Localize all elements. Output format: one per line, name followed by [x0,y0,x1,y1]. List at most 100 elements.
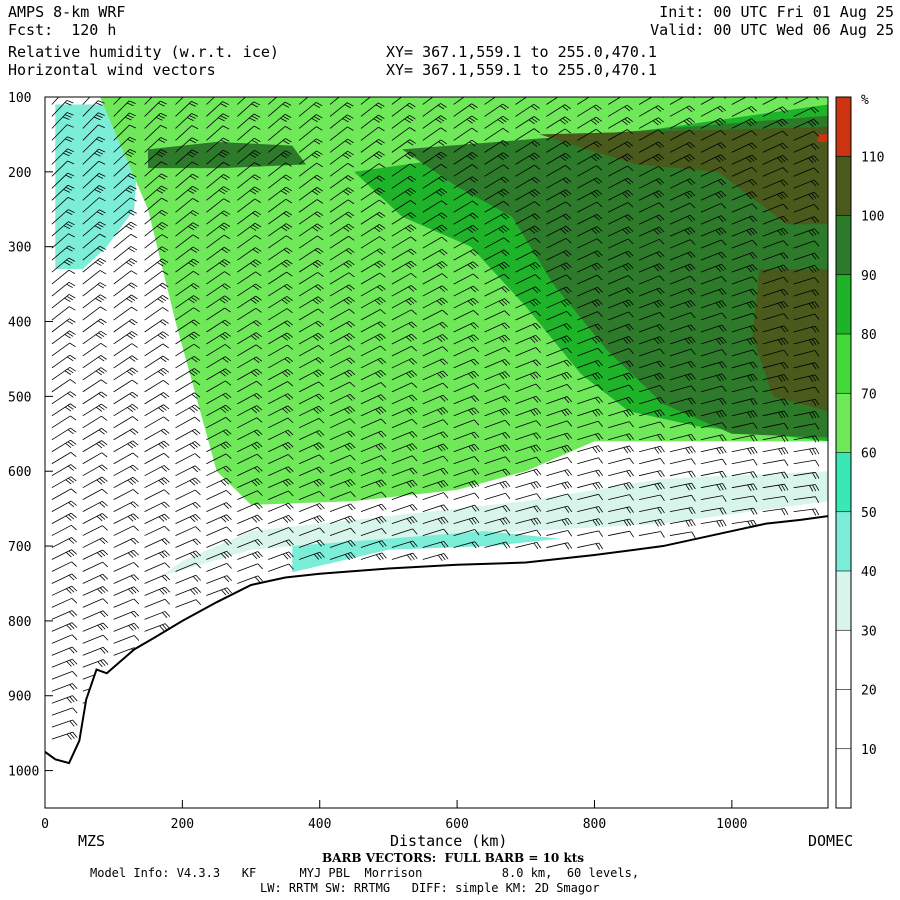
wind-barb-feather [284,334,291,340]
wind-barb-feather [505,493,511,500]
wind-barb-feather [343,299,350,305]
wind-barb-shaft [175,477,196,489]
wind-barb-feather [536,456,542,463]
wind-barb-feather [71,537,77,543]
wind-barb-feather [440,139,447,145]
wind-barb-shaft [577,506,599,513]
wind-barb-feather [470,287,477,293]
wind-barb-feather [473,285,479,292]
wind-barb-shaft [762,495,785,501]
wind-barb-feather [66,247,73,252]
wind-barb-shaft [669,373,692,381]
wind-barb-feather [407,189,414,195]
wind-barb-shaft [391,516,413,524]
wind-barb-shaft [484,237,505,249]
model-info: Model Info: V4.3.3 KF MYJ PBL Morrison 8… [90,866,640,880]
wind-barb-feather [100,355,107,360]
wind-barb-feather [226,575,232,582]
wind-barb-shaft [51,197,69,213]
wind-barb-feather [256,429,263,435]
wind-barb-feather [721,337,727,344]
wind-barb-feather [691,507,696,514]
wind-barb-feather [596,165,603,171]
wind-barb-feather [288,563,294,570]
wind-barb-shaft [793,143,814,153]
wind-barb-shaft [267,113,286,129]
wind-barb-shaft [298,503,320,512]
wind-barb-shaft [669,409,692,417]
wind-barb-shaft [298,259,318,273]
wind-barb-feather [684,156,690,163]
wind-barb-shaft [453,237,474,249]
wind-barb-shaft [700,434,723,441]
wind-barb-feather [811,399,817,406]
wind-barb-shaft [731,227,753,237]
wind-barb-feather [163,404,170,410]
wind-barb-feather [656,337,662,344]
wind-barb-feather [188,262,195,267]
wind-barb-feather [316,211,324,216]
wind-barb-shaft [422,115,441,129]
wind-barb-shaft [577,372,599,381]
wind-barb-feather [316,504,322,511]
wind-barb-shaft [175,465,196,477]
wind-barb-feather [723,97,726,99]
wind-barb-feather [102,574,109,580]
wind-barb-feather [781,472,786,479]
wind-barb-shaft [453,358,474,369]
wind-barb-feather [531,214,538,220]
wind-barb-feather [503,273,510,280]
wind-barb-feather [160,405,167,411]
wind-barb-shaft [422,188,442,201]
wind-barb-feather [469,190,476,195]
wind-barb-feather [97,100,105,104]
wind-barb-feather [658,202,665,208]
wind-barb-shaft [82,124,99,141]
wind-barb-feather [64,334,71,339]
wind-barb-shaft [484,298,505,309]
wind-barb-shaft [360,97,371,105]
wind-barb-feather [282,140,290,145]
wind-barb-feather [318,405,325,412]
wind-barb-feather [746,157,752,163]
wind-barb-feather [598,542,603,550]
wind-barb-feather [249,153,256,158]
wind-barb-shaft [762,118,783,129]
wind-barb-feather [657,410,662,417]
wind-barb-shaft [793,362,816,369]
wind-barb-feather [162,307,169,312]
wind-barb-feather [783,410,789,418]
wind-barb-shaft [329,102,348,117]
wind-barb-feather [810,156,817,163]
wind-barb-feather [373,118,380,123]
wind-barb-feather [471,139,478,145]
wind-barb-shaft [268,393,288,405]
wind-barb-feather [315,297,322,303]
wind-barb-feather [469,117,476,122]
wind-barb-shaft [515,383,537,393]
wind-barb-shaft [669,178,691,189]
wind-barb-shaft [391,370,412,381]
wind-barb-feather [65,138,72,143]
wind-barb-feather [256,405,263,411]
wind-barb-feather [746,339,752,346]
wind-barb-shaft [206,234,225,249]
wind-barb-feather [254,479,260,485]
wind-barb-feather [129,100,136,105]
wind-barb-feather [71,598,78,604]
wind-barb-feather [784,508,789,515]
wind-barb-shaft [82,622,104,632]
wind-barb-feather [130,185,137,190]
wind-barb-feather [69,720,75,727]
wind-barb-shaft [82,233,100,249]
wind-barb-shaft [113,610,135,620]
wind-barb-feather [813,191,820,198]
wind-barb-shaft [113,379,133,393]
wind-barb-feather [721,288,727,295]
wind-barb-feather [595,104,602,110]
wind-barb-feather [311,190,319,196]
wind-barb-feather [68,477,75,483]
wind-barb-feather [224,246,231,252]
wind-barb-feather [226,563,232,569]
wind-barb-feather [162,355,169,361]
